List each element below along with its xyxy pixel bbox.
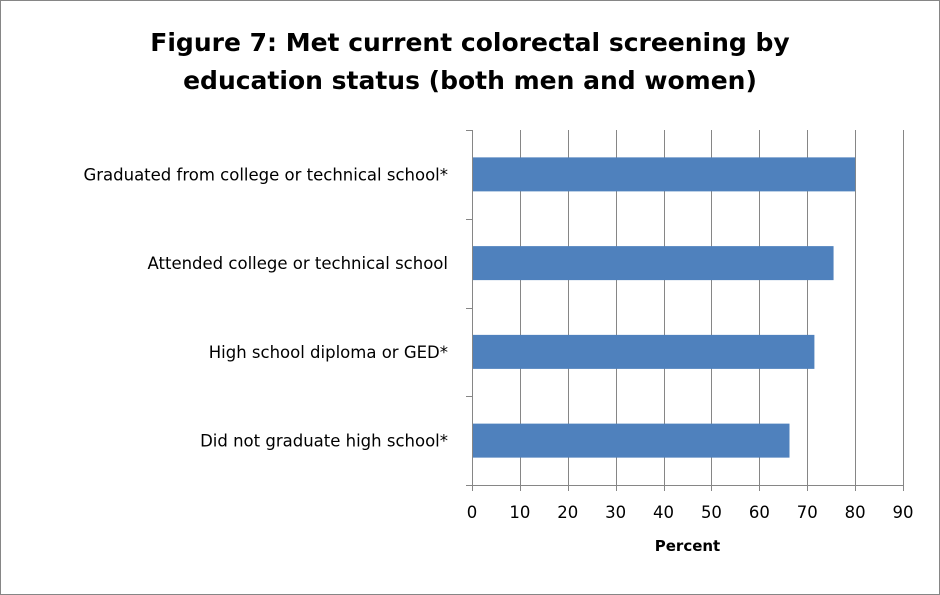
chart-title-line-2: education status (both men and women) bbox=[183, 66, 757, 95]
x-tick-label-60: 60 bbox=[749, 503, 770, 522]
x-tick-label-30: 30 bbox=[605, 503, 626, 522]
x-tick-label-80: 80 bbox=[845, 503, 866, 522]
chart-title: Figure 7: Met current colorectal screeni… bbox=[0, 24, 940, 100]
x-tick-label-0: 0 bbox=[467, 503, 478, 522]
x-tick-label-50: 50 bbox=[701, 503, 722, 522]
x-tick-label-10: 10 bbox=[509, 503, 530, 522]
category-label-0: Graduated from college or technical scho… bbox=[83, 165, 448, 184]
category-label-2: High school diploma or GED* bbox=[209, 343, 448, 362]
bar-0 bbox=[473, 157, 856, 192]
x-tick-label-70: 70 bbox=[797, 503, 818, 522]
x-tick-label-20: 20 bbox=[557, 503, 578, 522]
category-label-3: Did not graduate high school* bbox=[200, 432, 448, 451]
x-tick-label-40: 40 bbox=[653, 503, 674, 522]
bar-2 bbox=[473, 334, 815, 369]
category-label-1: Attended college or technical school bbox=[148, 254, 448, 273]
x-tick-label-90: 90 bbox=[893, 503, 914, 522]
bar-1 bbox=[473, 246, 834, 281]
x-axis-title: Percent bbox=[655, 537, 720, 555]
chart-title-line-1: Figure 7: Met current colorectal screeni… bbox=[150, 28, 790, 57]
bar-3 bbox=[473, 423, 790, 458]
